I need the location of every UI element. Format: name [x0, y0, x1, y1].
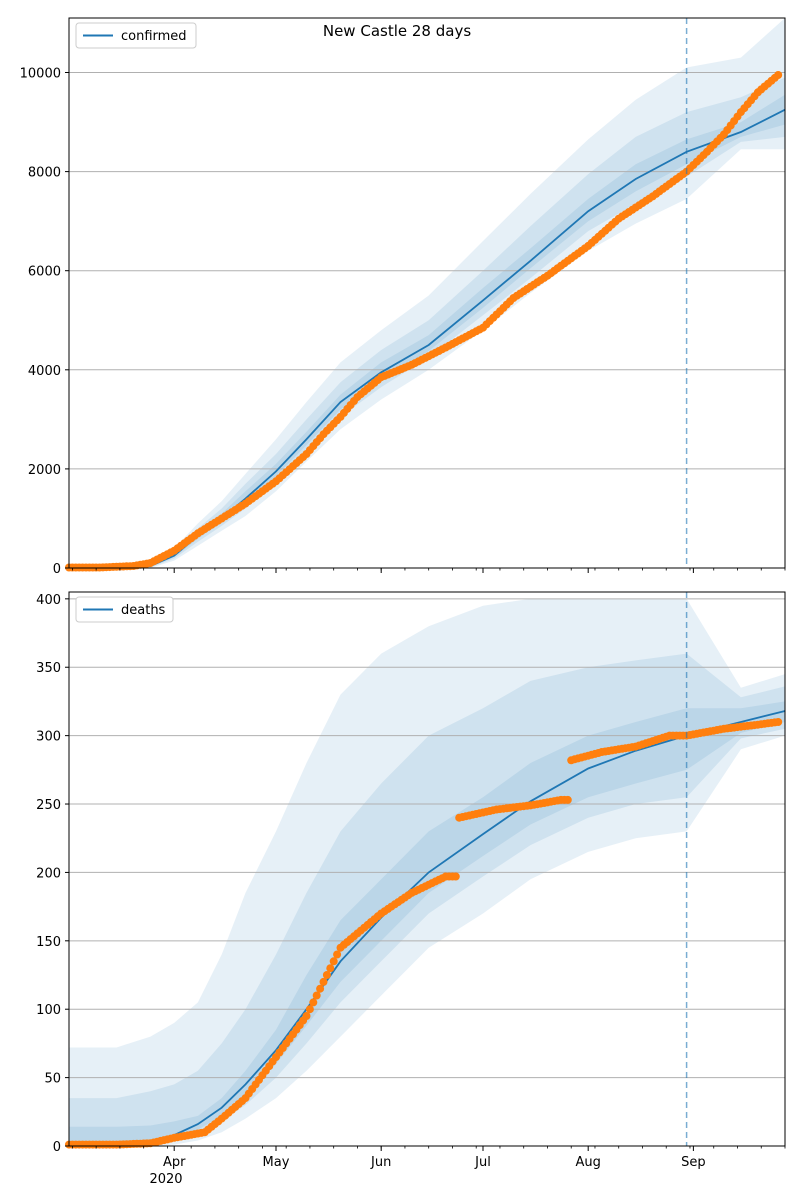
confirmed-band-outer: [69, 18, 785, 568]
y-tick-label: 2000: [28, 463, 61, 478]
confirmed-observed-point: [774, 71, 783, 79]
chart-title: New Castle 28 days: [323, 22, 471, 40]
y-tick-label: 250: [36, 798, 61, 813]
confirmed-model-line: [69, 108, 786, 569]
y-tick-label: 6000: [28, 265, 61, 280]
y-tick-label: 50: [44, 1072, 61, 1087]
deaths-observed-point: [774, 718, 783, 726]
deaths-x-axis: Apr May Jun Jul Aug Sep: [71, 1146, 786, 1170]
deaths-observed-point: [305, 1005, 314, 1014]
deaths-observed: [65, 718, 783, 1149]
confirmed-y-axis: 0 2000 4000 6000 8000 10000: [20, 67, 69, 577]
confirmed-legend-label: confirmed: [121, 29, 187, 44]
confirmed-model: [69, 108, 786, 569]
y-tick-label: 0: [53, 1140, 61, 1155]
y-tick-label: 400: [36, 593, 61, 608]
y-tick-label: 350: [36, 661, 61, 676]
x-tick-label: Aug: [575, 1155, 600, 1170]
x-tick-label: Apr: [163, 1155, 186, 1170]
x-tick-label: Sep: [681, 1155, 706, 1170]
x-tick-label: Jun: [370, 1155, 391, 1170]
x-year-label: 2020: [149, 1172, 182, 1187]
confirmed-panel: 0 2000 4000 6000 8000 10000 confirmed New Cas…: [20, 17, 786, 577]
deaths-legend-label: deaths: [121, 603, 166, 618]
deaths-observed-point: [309, 998, 318, 1007]
y-tick-label: 100: [36, 1003, 61, 1018]
deaths-band-inner: [69, 701, 785, 1146]
deaths-y-axis: 0 50 100 150 200 250 300 350 400: [36, 593, 69, 1155]
deaths-observed-point: [312, 991, 321, 1000]
y-tick-label: 150: [36, 935, 61, 950]
deaths-observed-point: [563, 795, 572, 804]
deaths-observed-point: [316, 984, 325, 993]
deaths-band-middle: [69, 653, 785, 1146]
deaths-observed-point: [329, 957, 338, 966]
confirmed-legend-box: [75, 22, 197, 49]
deaths-legend: deaths: [75, 596, 174, 623]
confirmed-observed: [65, 71, 783, 572]
y-tick-label: 8000: [28, 166, 61, 181]
deaths-observed-point: [326, 964, 335, 973]
deaths-observed-point: [451, 872, 460, 881]
deaths-observed-point: [333, 950, 342, 959]
deaths-observed-point: [302, 1012, 311, 1020]
x-tick-label: May: [263, 1155, 290, 1170]
x-tick-label: Jul: [474, 1155, 491, 1170]
y-tick-label: 10000: [20, 67, 61, 82]
deaths-panel: 0 50 100 150 200 250 300 350 400 Apr May Jun Jul Aug…: [36, 591, 786, 1187]
confirmed-plot-frame: [68, 17, 786, 569]
y-tick-label: 0: [53, 562, 61, 577]
deaths-legend-box: [75, 596, 174, 623]
deaths-plot-frame: [68, 591, 786, 1147]
y-tick-label: 200: [36, 866, 61, 881]
y-tick-label: 300: [36, 730, 61, 745]
deaths-observed-point: [319, 977, 328, 986]
deaths-observed-point: [322, 971, 331, 979]
y-tick-label: 4000: [28, 364, 61, 379]
confirmed-legend: confirmed: [75, 22, 197, 49]
